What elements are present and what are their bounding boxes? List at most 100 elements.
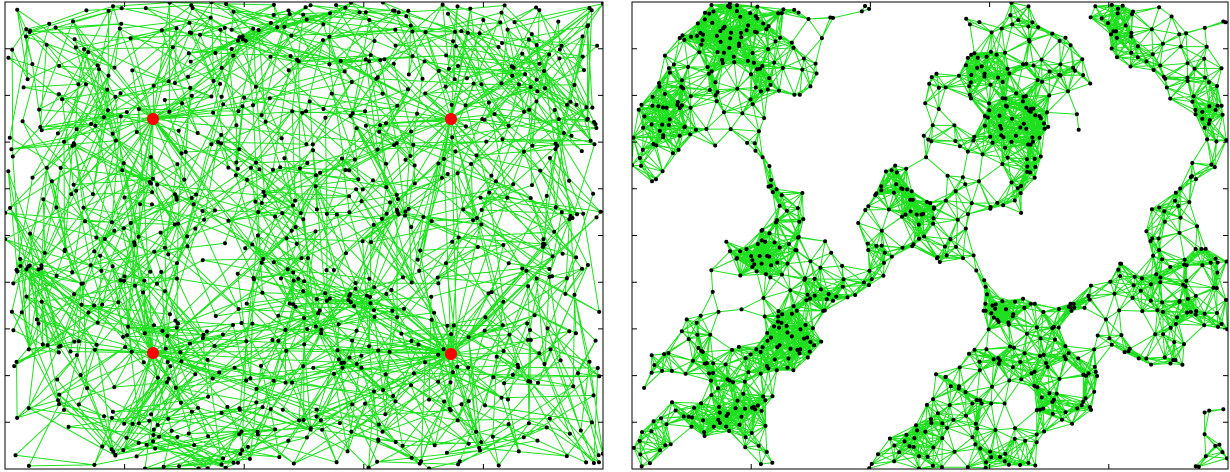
node <box>188 341 192 346</box>
node <box>931 216 936 221</box>
node <box>1025 164 1030 169</box>
node <box>368 53 373 58</box>
node <box>396 212 401 217</box>
node <box>39 128 44 133</box>
node <box>735 86 740 91</box>
node <box>1050 31 1055 36</box>
node <box>520 266 525 271</box>
node <box>982 123 987 128</box>
node <box>819 339 824 344</box>
node <box>781 7 786 12</box>
node <box>917 454 921 459</box>
node <box>1178 186 1183 191</box>
node <box>1149 27 1154 32</box>
node <box>10 47 15 52</box>
node <box>731 380 735 385</box>
node <box>367 18 372 22</box>
node <box>744 247 749 252</box>
node <box>45 343 50 348</box>
node <box>294 241 299 246</box>
node <box>429 317 434 322</box>
node <box>755 403 760 408</box>
node <box>1035 78 1040 83</box>
node <box>36 321 41 326</box>
node <box>204 329 209 334</box>
node <box>1014 91 1019 96</box>
node <box>206 434 211 439</box>
node <box>443 84 448 89</box>
node <box>286 8 291 13</box>
node <box>710 20 715 25</box>
node <box>587 359 592 364</box>
node <box>142 278 147 283</box>
node <box>990 303 995 308</box>
node <box>795 347 800 352</box>
node <box>768 82 773 87</box>
node <box>1215 260 1220 265</box>
node <box>372 285 377 290</box>
node <box>702 17 707 22</box>
node <box>929 139 934 144</box>
node <box>151 83 156 88</box>
node <box>568 99 573 104</box>
node <box>894 170 899 175</box>
node <box>26 264 31 269</box>
node <box>453 44 458 49</box>
node <box>581 211 586 216</box>
node <box>1182 257 1187 262</box>
node <box>911 445 916 449</box>
node <box>506 123 511 128</box>
node <box>113 452 118 457</box>
node <box>321 38 325 43</box>
node <box>534 43 539 47</box>
node <box>1018 359 1023 364</box>
node <box>1000 80 1005 84</box>
node <box>777 325 781 330</box>
node <box>1086 293 1091 298</box>
node <box>679 84 684 89</box>
node <box>345 449 350 454</box>
node <box>1026 142 1031 147</box>
node <box>841 277 846 282</box>
node <box>479 207 484 212</box>
node <box>733 406 738 411</box>
node <box>100 444 105 449</box>
node <box>194 192 199 197</box>
node <box>442 156 446 161</box>
node <box>861 280 866 285</box>
node <box>657 128 662 133</box>
node <box>704 361 709 366</box>
node <box>185 234 190 239</box>
node <box>455 171 460 176</box>
hub-node <box>147 113 159 125</box>
node <box>994 52 999 57</box>
node <box>984 347 989 352</box>
node <box>422 59 427 64</box>
node <box>547 52 552 57</box>
node <box>1173 358 1178 363</box>
node <box>723 362 728 367</box>
node <box>788 346 793 351</box>
node <box>336 357 341 362</box>
node <box>795 206 800 211</box>
node <box>710 289 715 294</box>
node <box>211 110 216 115</box>
node <box>777 88 781 93</box>
node <box>372 39 377 43</box>
node <box>318 170 323 175</box>
node <box>79 281 84 286</box>
node <box>944 253 949 258</box>
node <box>661 135 666 140</box>
node <box>775 345 780 350</box>
edges <box>5 2 603 469</box>
node <box>1149 207 1154 212</box>
node <box>1115 55 1119 60</box>
node <box>95 63 100 68</box>
node <box>713 93 718 98</box>
node <box>650 94 655 99</box>
node <box>922 234 927 239</box>
node <box>169 428 174 433</box>
node <box>360 187 365 192</box>
node <box>969 201 974 206</box>
node <box>118 278 123 283</box>
